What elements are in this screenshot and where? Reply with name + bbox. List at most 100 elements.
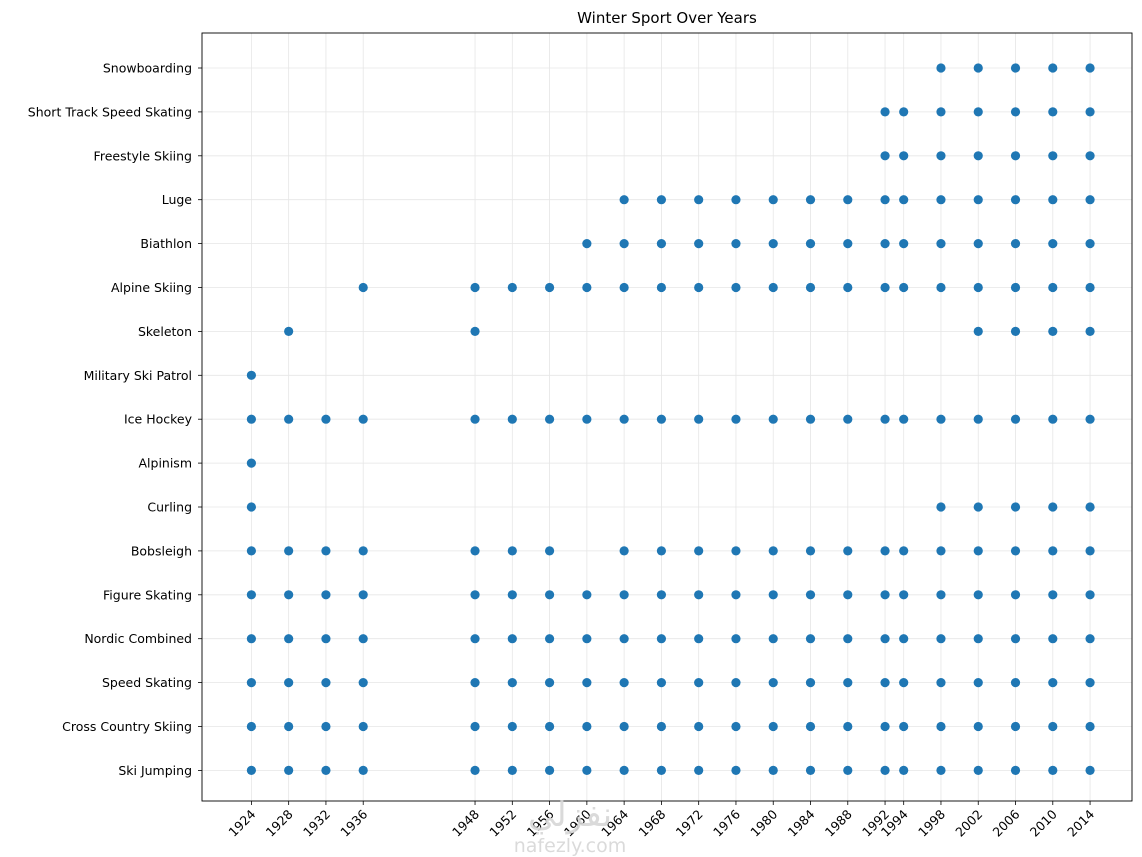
data-point	[284, 546, 294, 556]
data-point	[936, 239, 946, 249]
data-point	[1085, 282, 1095, 293]
data-point	[582, 282, 592, 293]
x-tick-label: 2010	[1027, 806, 1060, 839]
data-point	[246, 458, 256, 468]
data-point	[843, 239, 853, 249]
data-point	[843, 282, 853, 293]
data-point	[694, 546, 704, 556]
data-point	[1085, 721, 1095, 732]
data-point	[582, 239, 592, 249]
data-point	[731, 590, 741, 600]
data-point	[1085, 765, 1095, 776]
data-point	[619, 414, 629, 424]
data-point	[246, 721, 256, 732]
axes-frame	[201, 32, 1133, 802]
data-point	[1010, 195, 1021, 205]
data-point	[936, 721, 946, 732]
data-point	[246, 590, 256, 600]
data-point	[805, 765, 816, 776]
data-point	[656, 195, 667, 205]
data-point	[768, 239, 778, 249]
x-tick-label: 2002	[952, 807, 985, 840]
data-point	[768, 678, 778, 688]
data-point	[694, 634, 704, 644]
data-point	[843, 634, 853, 644]
data-point	[507, 634, 517, 644]
data-point	[619, 721, 629, 732]
data-point	[768, 546, 778, 556]
x-tick-label: 1976	[710, 806, 743, 839]
data-point	[284, 678, 294, 688]
data-point	[582, 678, 592, 688]
data-point	[880, 546, 890, 556]
data-point	[321, 414, 331, 424]
data-point	[1048, 195, 1058, 205]
data-point	[358, 678, 368, 688]
data-point	[843, 765, 853, 776]
x-tick-label: 1984	[785, 806, 818, 839]
data-point	[768, 414, 778, 424]
data-point	[973, 239, 983, 249]
data-point	[694, 765, 704, 776]
data-point	[805, 590, 816, 600]
data-point	[880, 765, 890, 776]
data-point	[731, 678, 741, 688]
data-point	[1085, 414, 1095, 424]
data-point	[731, 282, 741, 293]
data-point	[973, 282, 983, 293]
data-point	[768, 765, 778, 776]
x-tick-label: 1980	[747, 806, 780, 839]
data-point	[936, 546, 946, 556]
data-point	[1085, 502, 1095, 512]
data-point	[358, 590, 368, 600]
data-point	[507, 282, 517, 293]
data-point	[899, 721, 909, 732]
y-tick-label: Snowboarding	[103, 61, 192, 76]
data-point	[843, 546, 853, 556]
data-point	[1010, 326, 1021, 336]
y-tick-label: Military Ski Patrol	[84, 368, 192, 383]
data-point	[619, 239, 629, 249]
y-tick-label: Alpinism	[138, 456, 192, 471]
data-point	[656, 239, 667, 249]
data-point	[880, 721, 890, 732]
data-point	[1010, 721, 1021, 732]
data-point	[1048, 721, 1058, 732]
data-point	[1048, 151, 1058, 161]
data-point	[936, 634, 946, 644]
data-point	[1085, 151, 1095, 161]
data-point	[1048, 63, 1058, 73]
data-point	[973, 765, 983, 776]
data-point	[656, 678, 667, 688]
data-point	[544, 590, 555, 600]
data-point	[899, 765, 909, 776]
data-point	[470, 414, 480, 424]
data-point	[544, 765, 555, 776]
data-point	[936, 678, 946, 688]
data-point	[544, 414, 555, 424]
data-point	[973, 414, 983, 424]
watermark-latin: nafezly.com	[514, 835, 626, 857]
data-point	[936, 195, 946, 205]
data-point	[805, 282, 816, 293]
data-point	[880, 195, 890, 205]
data-point	[973, 326, 983, 336]
data-point	[619, 195, 629, 205]
data-point	[731, 634, 741, 644]
data-point	[694, 239, 704, 249]
x-tick-label: 1948	[449, 806, 482, 839]
x-tick-label: 1924	[225, 806, 258, 839]
data-point	[899, 239, 909, 249]
data-point	[284, 326, 294, 336]
data-point	[973, 107, 983, 117]
data-point	[843, 590, 853, 600]
data-point	[656, 634, 667, 644]
data-point	[1010, 282, 1021, 293]
data-point	[358, 546, 368, 556]
data-point	[246, 370, 256, 380]
data-point	[656, 765, 667, 776]
data-point	[768, 282, 778, 293]
data-points	[246, 63, 1095, 776]
data-point	[656, 282, 667, 293]
data-point	[358, 414, 368, 424]
